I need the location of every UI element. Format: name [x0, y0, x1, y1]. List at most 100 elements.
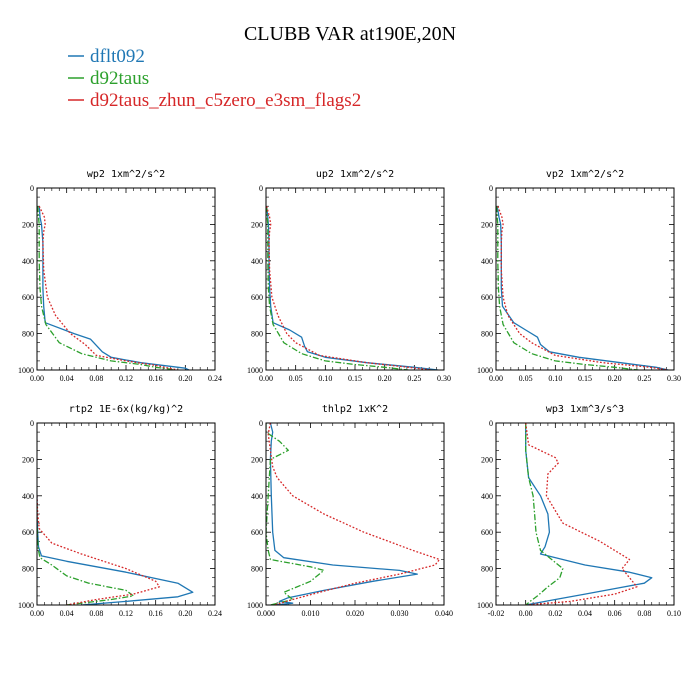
- panel-0-xtick-label: 0.12: [119, 374, 133, 383]
- panel-5-ytick-label: 0: [489, 419, 493, 428]
- panel-5-series-0: [525, 423, 653, 605]
- panel-3-xtick-label: 0.08: [89, 609, 103, 618]
- panel-0-xtick-label: 0.00: [30, 374, 44, 383]
- panel-0-series-0: [38, 206, 190, 370]
- panel-5-ytick-label: 400: [481, 492, 493, 501]
- panel-4-xtick-label: 0.030: [391, 609, 409, 618]
- panel-1-xtick-label: 0.10: [318, 374, 332, 383]
- panel-1: up2 1xm^2/s^2 0.00 0.05 0.10 0.15 0.20 0.25 0.3…: [247, 169, 451, 383]
- panel-2-series-0: [496, 206, 669, 370]
- panel-5-xtick-label: 0.08: [637, 609, 651, 618]
- panel-3-xtick-label: 0.16: [149, 609, 163, 618]
- panel-2-ytick-label: 1000: [477, 366, 493, 375]
- panel-1-series-0: [266, 206, 439, 370]
- panel-5-xtick-label: 0.10: [667, 609, 681, 618]
- panel-4-series-1: [266, 423, 325, 605]
- panel-1-xtick-label: 0.20: [378, 374, 392, 383]
- panel-0-ytick-label: 200: [22, 220, 34, 229]
- panels: wp2 1xm^2/s^2 0.00 0.04 0.08 0.12 0.16 0.20 0.2…: [18, 169, 681, 618]
- panel-2-ytick-label: 800: [481, 330, 493, 339]
- panel-4-series-0: [269, 423, 418, 605]
- panel-5-frame: [495, 422, 675, 606]
- panel-3-ytick-label: 0: [30, 419, 34, 428]
- panel-4-ytick-label: 800: [251, 565, 263, 574]
- panel-3-ytick-label: 200: [22, 455, 34, 464]
- panel-1-xtick-label: 0.05: [289, 374, 303, 383]
- panel-3-frame: [36, 422, 216, 606]
- panel-3-xtick-label: 0.04: [60, 609, 74, 618]
- panel-2-xtick-label: 0.10: [548, 374, 562, 383]
- panel-0-ytick-label: 600: [22, 293, 34, 302]
- panel-1-xtick-label: 0.15: [348, 374, 362, 383]
- panel-2-ytick-label: 400: [481, 257, 493, 266]
- panel-0-frame: [36, 187, 216, 371]
- legend-entry-2: d92taus_zhun_c5zero_e3sm_flags2: [90, 90, 361, 111]
- panel-1-xtick-label: 0.30: [437, 374, 451, 383]
- panel-4-title: thlp2 1xK^2: [322, 404, 388, 415]
- panel-5-series-2: [525, 423, 638, 605]
- panel-4-frame: [265, 422, 445, 606]
- panel-1-ytick-label: 0: [259, 184, 263, 193]
- panel-5-xtick-label: 0.02: [548, 609, 562, 618]
- panel-3-ytick-label: 400: [22, 492, 34, 501]
- panel-0: wp2 1xm^2/s^2 0.00 0.04 0.08 0.12 0.16 0.20 0.2…: [18, 169, 222, 383]
- panel-2-ytick-label: 0: [489, 184, 493, 193]
- panel-3-title: rtp2 1E-6x(kg/kg)^2: [69, 404, 183, 415]
- panel-1-series-2: [266, 206, 433, 370]
- panel-2-xtick-label: 0.15: [578, 374, 592, 383]
- panel-3-xtick-label: 0.24: [208, 609, 222, 618]
- panel-4-ytick-label: 0: [259, 419, 263, 428]
- panel-2-frame: [495, 187, 675, 371]
- panel-3-series-2: [37, 495, 161, 605]
- panel-2-xtick-label: 0.05: [519, 374, 533, 383]
- panel-2-series-1: [496, 206, 639, 370]
- panel-0-xtick-label: 0.08: [89, 374, 103, 383]
- panel-3-ytick-label: 800: [22, 565, 34, 574]
- panel-4-xtick-label: 0.010: [302, 609, 320, 618]
- panel-3: rtp2 1E-6x(kg/kg)^2 0.00 0.04 0.08 0.12 0.16 0…: [18, 404, 222, 618]
- panel-1-ytick-label: 600: [251, 293, 263, 302]
- panel-5-title: wp3 1xm^3/s^3: [546, 404, 624, 415]
- panel-1-ytick-label: 400: [251, 257, 263, 266]
- panel-4-xtick-label: 0.000: [257, 609, 275, 618]
- panel-3-xtick-label: 0.00: [30, 609, 44, 618]
- panel-2-ytick-label: 200: [481, 220, 493, 229]
- panel-3-xtick-label: 0.20: [178, 609, 192, 618]
- panel-2-xtick-label: 0.00: [489, 374, 503, 383]
- panel-0-xtick-label: 0.16: [149, 374, 163, 383]
- panel-0-xtick-label: 0.24: [208, 374, 222, 383]
- panel-5-xtick-label: -0.02: [488, 609, 505, 618]
- panel-5-xtick-label: 0.04: [578, 609, 592, 618]
- panel-5-series-1: [525, 423, 564, 605]
- panel-4-ytick-label: 400: [251, 492, 263, 501]
- panel-1-xtick-label: 0.25: [407, 374, 421, 383]
- panel-0-ytick-label: 1000: [18, 366, 34, 375]
- panel-0-title: wp2 1xm^2/s^2: [87, 169, 165, 180]
- panel-2-xtick-label: 0.30: [667, 374, 681, 383]
- panel-2-title: vp2 1xm^2/s^2: [546, 169, 624, 180]
- panel-0-series-1: [37, 206, 175, 370]
- panel-0-ytick-label: 0: [30, 184, 34, 193]
- panel-4-xtick-label: 0.040: [435, 609, 453, 618]
- panel-5-xtick-label: 0.00: [519, 609, 533, 618]
- panel-4-xtick-label: 0.020: [346, 609, 364, 618]
- panel-2-xtick-label: 0.25: [637, 374, 651, 383]
- panel-3-ytick-label: 600: [22, 528, 34, 537]
- panel-1-ytick-label: 800: [251, 330, 263, 339]
- panel-1-ytick-label: 200: [251, 220, 263, 229]
- panel-5-ytick-label: 800: [481, 565, 493, 574]
- panel-1-xtick-label: 0.00: [259, 374, 273, 383]
- panel-5-ytick-label: 600: [481, 528, 493, 537]
- panel-4: thlp2 1xK^2 0.000 0.010 0.020 0.030 0.040 0 200…: [247, 404, 453, 618]
- panel-2-xtick-label: 0.20: [608, 374, 622, 383]
- panel-5-ytick-label: 1000: [477, 601, 493, 610]
- panel-5: wp3 1xm^3/s^3 -0.02 0.00 0.02 0.04 0.06 0.08 0.…: [477, 404, 681, 618]
- panel-1-title: up2 1xm^2/s^2: [316, 169, 394, 180]
- panel-4-ytick-label: 600: [251, 528, 263, 537]
- panel-0-ytick-label: 800: [22, 330, 34, 339]
- panel-0-xtick-label: 0.20: [178, 374, 192, 383]
- panel-1-ytick-label: 1000: [247, 366, 263, 375]
- figure-title: CLUBB VAR at190E,20N: [244, 23, 456, 45]
- panel-0-series-2: [38, 205, 179, 370]
